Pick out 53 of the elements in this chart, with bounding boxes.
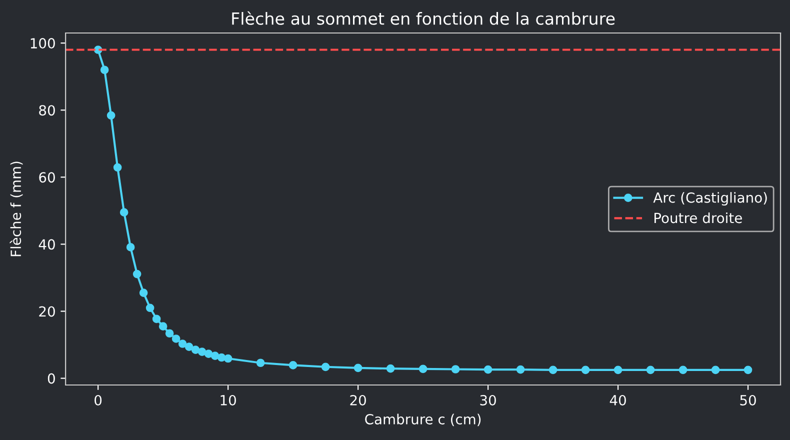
point xyxy=(614,366,622,374)
y-axis-title: Flèche f (mm) xyxy=(10,162,23,256)
x-tick-label: 30 xyxy=(480,394,496,406)
point xyxy=(484,365,492,374)
x-tick-label: 40 xyxy=(610,394,626,406)
point xyxy=(217,353,226,362)
point xyxy=(548,366,558,374)
point xyxy=(120,208,128,217)
point xyxy=(744,366,752,374)
x-axis-title: Cambrure c (cm) xyxy=(365,414,481,426)
y-tick-label: 40 xyxy=(38,239,55,250)
point xyxy=(581,366,590,374)
point xyxy=(158,322,168,330)
point xyxy=(516,365,525,374)
point xyxy=(165,329,174,338)
point xyxy=(146,304,154,312)
point xyxy=(210,352,220,360)
legend-label: Arc (Castigliano) xyxy=(653,192,767,206)
point xyxy=(198,348,206,356)
y-tick-label: 80 xyxy=(39,105,55,116)
point xyxy=(354,364,362,372)
y-tick-label: 20 xyxy=(39,306,55,317)
point xyxy=(172,334,180,343)
chart-title: Flèche au sommet en fonction de la cambrure xyxy=(232,11,615,25)
point xyxy=(191,346,200,354)
point xyxy=(113,163,122,172)
point xyxy=(184,342,194,351)
point xyxy=(386,364,395,373)
point xyxy=(678,366,688,374)
y-tick-label: 60 xyxy=(39,172,55,183)
point xyxy=(321,362,330,372)
y-tick-label: 0 xyxy=(48,373,55,384)
point xyxy=(204,350,213,358)
point xyxy=(646,366,655,374)
point xyxy=(711,366,720,374)
point xyxy=(152,314,161,324)
point xyxy=(126,243,135,252)
point xyxy=(178,340,187,348)
point xyxy=(256,358,265,368)
point xyxy=(139,288,148,297)
x-tick-label: 10 xyxy=(220,394,236,406)
point xyxy=(132,270,142,278)
x-tick-label: 0 xyxy=(94,394,102,406)
point xyxy=(451,365,460,374)
x-tick-label: 20 xyxy=(350,394,366,406)
point xyxy=(106,111,116,120)
legend-label: Poutre droite xyxy=(654,212,742,224)
point xyxy=(288,361,298,370)
x-tick-label: 50 xyxy=(740,394,756,406)
point xyxy=(224,354,232,363)
point xyxy=(100,66,109,74)
point xyxy=(418,364,428,374)
y-tick-label: 100 xyxy=(30,38,55,49)
